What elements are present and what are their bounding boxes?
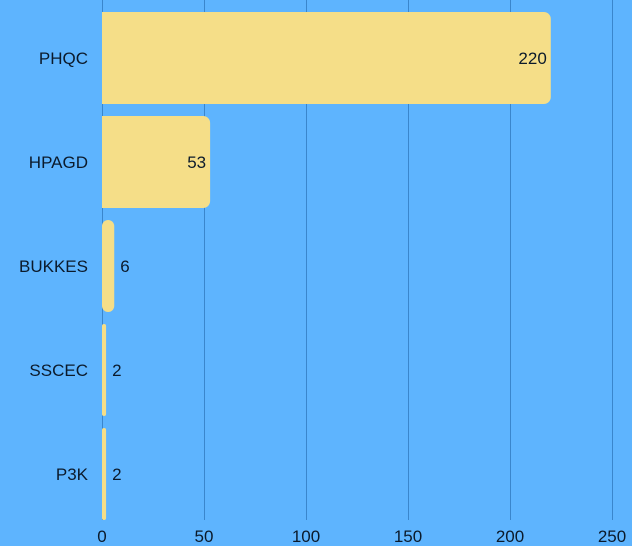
data-label: 220 (518, 49, 546, 68)
x-tick-label: 250 (598, 527, 626, 546)
bar-base-phqc (102, 12, 109, 104)
x-tick-label: 200 (496, 527, 524, 546)
category-label: SSCEC (29, 361, 88, 380)
category-label: BUKKES (19, 257, 88, 276)
bar-phqc (102, 12, 551, 104)
x-tick-label: 50 (195, 527, 214, 546)
bars (102, 12, 551, 520)
bar-base-hpagd (102, 116, 109, 208)
data-label: 2 (112, 465, 121, 484)
bar-bukkes (102, 220, 115, 312)
data-label: 6 (120, 257, 129, 276)
category-labels: PHQC HPAGD BUKKES SSCEC P3K (19, 49, 89, 484)
x-axis-ticks: 0 50 100 150 200 250 (97, 527, 626, 546)
category-label: P3K (56, 465, 89, 484)
x-tick-label: 0 (97, 527, 106, 546)
data-label: 53 (187, 153, 206, 172)
data-label: 2 (112, 361, 121, 380)
category-label: PHQC (39, 49, 88, 68)
x-tick-label: 100 (292, 527, 320, 546)
bar-sscec (102, 324, 107, 416)
bar-hpagd (102, 116, 211, 208)
data-labels: 220 53 6 2 2 (112, 49, 547, 484)
bar-p3k (102, 428, 107, 520)
x-tick-label: 150 (394, 527, 422, 546)
category-label: HPAGD (29, 153, 88, 172)
